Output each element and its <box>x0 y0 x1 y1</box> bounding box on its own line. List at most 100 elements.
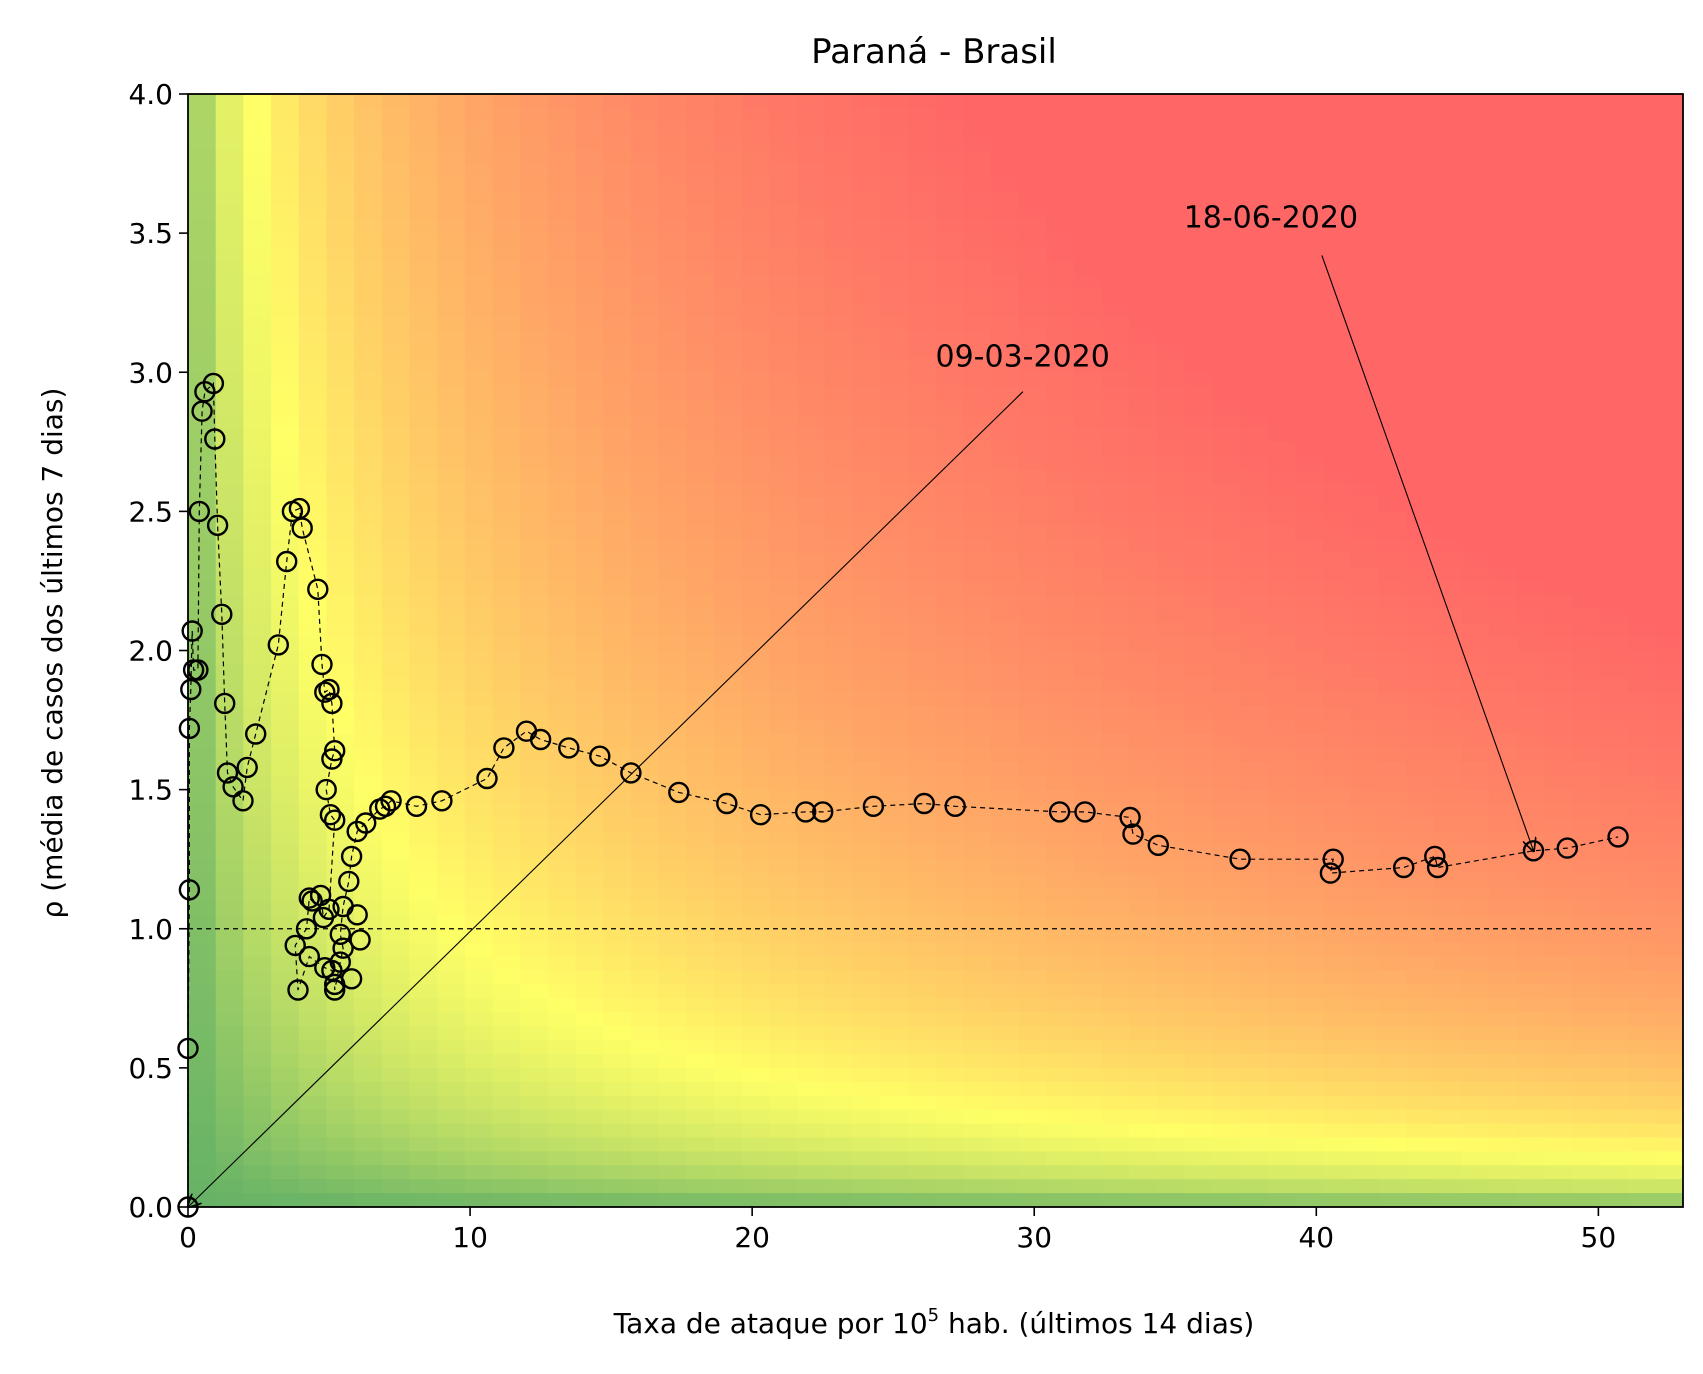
heatmap-cell <box>1046 914 1075 930</box>
heatmap-cell <box>907 817 937 833</box>
heatmap-cell <box>935 956 964 972</box>
heatmap-cell <box>686 956 715 972</box>
heatmap-cell <box>1323 678 1352 693</box>
heatmap-cell <box>1212 761 1241 777</box>
heatmap-cell <box>1627 998 1657 1013</box>
heatmap-cell <box>1129 441 1158 457</box>
heatmap-cell <box>1627 789 1657 805</box>
heatmap-cell <box>1599 497 1629 513</box>
heatmap-cell <box>769 274 798 290</box>
heatmap-cell <box>769 511 798 526</box>
heatmap-cell <box>686 94 715 109</box>
heatmap-cell <box>963 692 992 707</box>
heatmap-cell <box>714 539 743 554</box>
heatmap-cell <box>1046 650 1075 666</box>
heatmap-cell <box>769 733 798 749</box>
heatmap-cell <box>1627 177 1657 193</box>
heatmap-cell <box>1046 455 1075 471</box>
heatmap-cell <box>1572 928 1601 944</box>
heatmap-cell <box>824 942 854 958</box>
heatmap-cell <box>1516 664 1546 680</box>
heatmap-cell <box>326 455 355 471</box>
heatmap-cell <box>1073 400 1103 415</box>
heatmap-cell <box>1046 1193 1075 1207</box>
heatmap-cell <box>575 692 604 707</box>
heatmap-cell <box>1378 1137 1407 1153</box>
heatmap-cell <box>1156 622 1186 638</box>
heatmap-cell <box>1295 1081 1324 1097</box>
heatmap-cell <box>852 1081 881 1097</box>
heatmap-cell <box>1378 789 1407 805</box>
heatmap-cell <box>1156 1109 1186 1125</box>
heatmap-cell <box>1073 733 1103 749</box>
heatmap-cell <box>1240 372 1269 387</box>
heatmap-cell <box>963 107 992 123</box>
heatmap-cell <box>1433 1067 1463 1083</box>
heatmap-cell <box>1295 1179 1324 1194</box>
data-point <box>301 890 323 912</box>
heatmap-cell <box>354 94 383 109</box>
heatmap-cell <box>935 1193 964 1207</box>
heatmap-cell <box>437 400 466 415</box>
heatmap-cell <box>1046 302 1075 318</box>
heatmap-cell <box>603 386 632 401</box>
heatmap-cell <box>1129 260 1158 276</box>
heatmap-cell <box>1572 845 1601 860</box>
heatmap-cell <box>1240 845 1269 860</box>
heatmap-cell <box>1295 177 1324 193</box>
heatmap-cell <box>769 469 798 485</box>
heatmap-cell <box>658 1040 688 1055</box>
heatmap-cell <box>437 274 466 290</box>
heatmap-cell <box>1184 664 1214 680</box>
heatmap-cell <box>852 859 881 874</box>
heatmap-cell <box>1323 330 1352 346</box>
heatmap-cell <box>769 720 798 735</box>
heatmap-cell <box>1599 386 1629 401</box>
heatmap-cell <box>852 733 881 749</box>
heatmap-cell <box>354 942 383 958</box>
heatmap-cell <box>215 539 245 554</box>
heatmap-cell <box>437 553 466 568</box>
heatmap-cell <box>298 358 328 373</box>
heatmap-cell <box>1046 706 1075 721</box>
heatmap-cell <box>1655 1012 1683 1027</box>
heatmap-cell <box>1433 191 1463 206</box>
heatmap-cell <box>630 553 660 568</box>
y-tick-label: 4.0 <box>128 78 173 111</box>
heatmap-cell <box>603 358 632 373</box>
heatmap-cell <box>658 1012 688 1027</box>
heatmap-cell <box>188 358 217 373</box>
data-point <box>311 653 333 676</box>
heatmap-cell <box>520 789 549 805</box>
heatmap-cell <box>1489 469 1518 485</box>
heatmap-cell <box>630 511 660 526</box>
heatmap-cell <box>1184 622 1214 638</box>
heatmap-cell <box>1156 636 1186 652</box>
heatmap-cell <box>990 358 1020 373</box>
heatmap-cell <box>1018 859 1047 874</box>
heatmap-cell <box>271 316 300 332</box>
heatmap-cell <box>354 678 383 693</box>
heatmap-cell <box>1267 761 1297 777</box>
heatmap-cell <box>575 622 604 638</box>
heatmap-cell <box>1046 942 1075 958</box>
heatmap-cell <box>1461 233 1490 248</box>
heatmap-cell <box>1655 678 1683 693</box>
heatmap-cell <box>492 831 521 846</box>
heatmap-cell <box>1461 873 1490 888</box>
heatmap-cell <box>1627 1179 1657 1194</box>
heatmap-cell <box>1212 1053 1241 1069</box>
heatmap-cell <box>437 121 466 137</box>
heatmap-cell <box>1433 636 1463 652</box>
heatmap-cell <box>824 1081 854 1097</box>
heatmap-cell <box>520 400 549 415</box>
heatmap-cell <box>1572 441 1601 457</box>
heatmap-cell <box>1406 94 1435 109</box>
heatmap-cell <box>1129 94 1158 109</box>
heatmap-cell <box>1433 1123 1463 1139</box>
heatmap-cell <box>520 567 549 582</box>
data-point <box>222 776 244 798</box>
heatmap-cell <box>492 316 521 332</box>
heatmap-cell <box>381 956 411 972</box>
heatmap-cell <box>1212 302 1241 318</box>
